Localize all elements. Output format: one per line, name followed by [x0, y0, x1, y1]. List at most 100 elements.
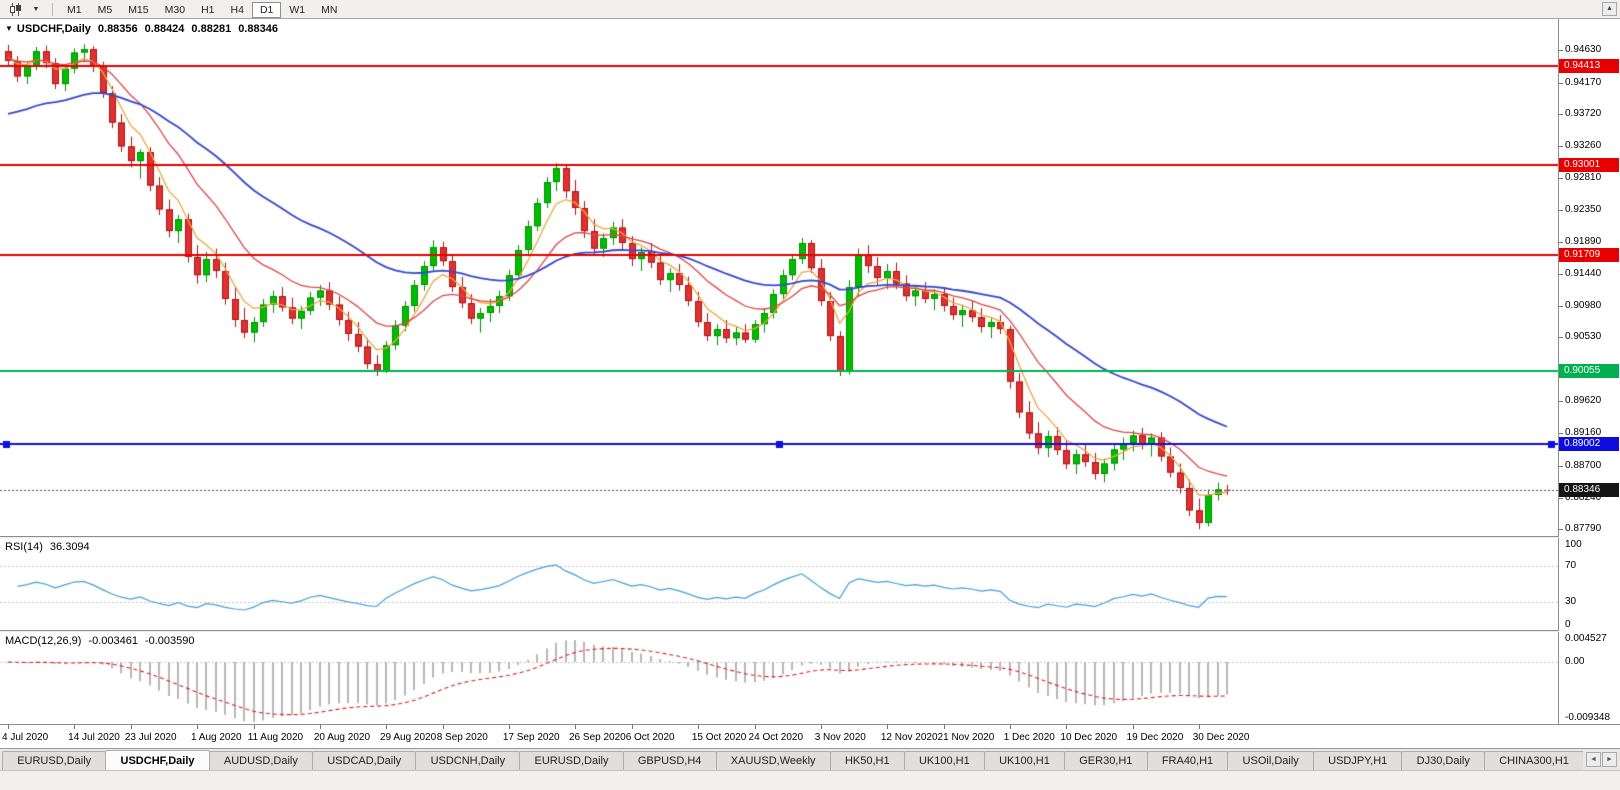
macd-axis-max: 0.004527: [1565, 633, 1607, 644]
chart-toolbar: ▼ M1 M5 M15 M30 H1 H4 D1 W1 MN ▲: [0, 0, 1620, 19]
chart-type-dropdown-button[interactable]: ▼: [26, 1, 46, 17]
time-axis-date: 23 Jul 2020: [124, 732, 177, 743]
rsi-indicator-canvas[interactable]: [0, 538, 1558, 630]
time-axis-tick-mark: [320, 725, 321, 729]
price-axis-tick: 0.94630: [1565, 44, 1602, 56]
chart-tab-usoil-daily[interactable]: USOil,Daily: [1227, 751, 1314, 770]
time-axis-tick-mark: [74, 725, 75, 729]
time-axis-tick-mark: [443, 725, 444, 729]
rsi-indicator-label: RSI(14) 36.3094: [5, 541, 90, 553]
time-axis-tick-mark: [887, 725, 888, 729]
chart-tab-china300-h1[interactable]: CHINA300,H1: [1484, 751, 1583, 770]
time-axis-tick-mark: [386, 725, 387, 729]
time-axis-tick-mark: [632, 725, 633, 729]
time-axis[interactable]: 4 Jul 2020 14 Jul 2020 23 Jul 2020 1 Aug 20…: [0, 724, 1620, 748]
chart-tab-usdjpy-h1[interactable]: USDJPY,H1: [1312, 751, 1403, 770]
macd-signal-value: -0.003590: [144, 635, 195, 647]
timeframe-m1-button[interactable]: M1: [59, 2, 90, 18]
time-axis-date: 3 Nov 2020: [814, 732, 866, 743]
macd-indicator-canvas[interactable]: [0, 632, 1558, 724]
time-axis-date: 4 Jul 2020: [2, 732, 49, 743]
chart-tab-bar: EURUSD,Daily USDCHF,Daily AUDUSD,Daily USDC…: [0, 748, 1620, 770]
chart-tab-ger30-h1[interactable]: GER30,H1: [1064, 751, 1148, 770]
chart-tab-audusd-daily[interactable]: AUDUSD,Daily: [208, 751, 314, 770]
pane-divider[interactable]: [0, 630, 1620, 632]
time-axis-tick-mark: [698, 725, 699, 729]
chart-tab-eurusd-daily[interactable]: EURUSD,Daily: [519, 751, 624, 770]
price-axis-tick: 0.91890: [1565, 236, 1602, 248]
timeframe-h1-button[interactable]: H1: [193, 2, 222, 18]
timeframe-m15-button[interactable]: M15: [120, 2, 156, 18]
macd-indicator-label: MACD(12,26,9) -0.003461 -0.003590: [5, 635, 195, 647]
time-axis-date: 15 Oct 2020: [691, 732, 747, 743]
price-axis-border: [1558, 19, 1559, 724]
price-axis-tick-mark: [1559, 146, 1563, 147]
level-price-badge[interactable]: 0.89002: [1559, 437, 1619, 452]
chart-tab-fra40-h1[interactable]: FRA40,H1: [1146, 751, 1229, 770]
price-axis-tick-mark: [1559, 114, 1563, 115]
price-axis-tick: 0.89620: [1565, 395, 1602, 407]
timeframe-d1-button[interactable]: D1: [251, 2, 282, 18]
rsi-axis-tick: 70: [1565, 559, 1577, 571]
rsi-axis-tick: 100: [1565, 539, 1582, 550]
chart-tab-dj30-daily[interactable]: DJ30,Daily: [1401, 751, 1486, 770]
tab-scroll-right-button[interactable]: ►: [1602, 752, 1617, 767]
time-axis-tick-mark: [254, 725, 255, 729]
chart-tab-usdcnh-daily[interactable]: USDCNH,Daily: [415, 751, 521, 770]
price-axis-tick: 0.93720: [1565, 108, 1602, 120]
timeframe-m5-button[interactable]: M5: [90, 2, 121, 18]
time-axis-tick-mark: [1133, 725, 1134, 729]
price-axis-tick: 0.87790: [1565, 523, 1602, 535]
level-price-badge[interactable]: 0.94413: [1559, 58, 1619, 73]
chart-tab-usdcad-daily[interactable]: USDCAD,Daily: [312, 751, 417, 770]
chart-tab-uk100-h1[interactable]: UK100,H1: [903, 751, 985, 770]
ohlc-high: 0.88424: [144, 23, 185, 35]
chart-tab-uk100-h1[interactable]: UK100,H1: [983, 751, 1066, 770]
status-bar: [0, 770, 1620, 790]
time-axis-tick-mark: [1010, 725, 1011, 729]
price-axis-tick-mark: [1559, 178, 1563, 179]
price-axis-tick-mark: [1559, 242, 1563, 243]
price-axis[interactable]: 0.94630 0.94170 0.93720 0.93260 0.92810 0.923…: [1559, 19, 1620, 724]
rsi-axis-tick: 30: [1565, 596, 1577, 608]
ohlc-open: 0.88356: [97, 23, 138, 35]
price-axis-tick-mark: [1559, 274, 1563, 275]
time-axis-date: 26 Sep 2020: [569, 732, 626, 743]
chart-tab-usdchf-daily[interactable]: USDCHF,Daily: [105, 750, 210, 770]
time-axis-tick-mark: [509, 725, 510, 729]
time-axis-date: 1 Aug 2020: [191, 732, 242, 743]
timeframe-h4-button[interactable]: H4: [223, 2, 252, 18]
level-price-badge[interactable]: 0.90055: [1559, 363, 1619, 378]
time-axis-date: 20 Aug 2020: [313, 732, 371, 743]
price-axis-tick: 0.90980: [1565, 299, 1602, 311]
macd-axis-zero: 0.00: [1565, 656, 1585, 668]
chart-symbol-label: USDCHF,Daily: [16, 23, 91, 35]
time-axis-tick-mark: [944, 725, 945, 729]
level-price-badge[interactable]: 0.93001: [1559, 157, 1619, 172]
level-price-badge[interactable]: 0.91709: [1559, 247, 1619, 262]
timeframe-w1-button[interactable]: W1: [281, 2, 313, 18]
price-axis-tick-mark: [1559, 306, 1563, 307]
chart-type-button[interactable]: [5, 1, 25, 17]
chart-tab-hk50-h1[interactable]: HK50,H1: [829, 751, 905, 770]
price-axis-tick: 0.93260: [1565, 140, 1602, 152]
timeframe-mn-button[interactable]: MN: [313, 2, 345, 18]
chart-tab-xauusd-weekly[interactable]: XAUUSD,Weekly: [715, 751, 831, 770]
chart-tab-gbpusd-h4[interactable]: GBPUSD,H4: [622, 751, 717, 770]
time-axis-tick-mark: [131, 725, 132, 729]
rsi-value: 36.3094: [49, 541, 90, 553]
scroll-up-button[interactable]: ▲: [1602, 2, 1617, 16]
time-axis-tick-mark: [821, 725, 822, 729]
chart-tab-eurusd-daily[interactable]: EURUSD,Daily: [2, 751, 107, 770]
timeframe-buttons-group: M1 M5 M15 M30 H1 H4 D1 W1 MN: [59, 0, 345, 18]
pane-divider[interactable]: [0, 536, 1620, 538]
current-price-badge: 0.88346: [1559, 483, 1619, 498]
time-axis-tick-mark: [755, 725, 756, 729]
quick-trade-arrow-icon[interactable]: ▼: [5, 24, 13, 33]
price-chart-canvas[interactable]: [0, 19, 1558, 536]
timeframe-m30-button[interactable]: M30: [157, 2, 193, 18]
ohlc-low: 0.88281: [191, 23, 232, 35]
price-axis-tick-mark: [1559, 401, 1563, 402]
tab-scroll-left-button[interactable]: ◄: [1586, 752, 1601, 767]
macd-name: MACD(12,26,9): [5, 635, 82, 647]
